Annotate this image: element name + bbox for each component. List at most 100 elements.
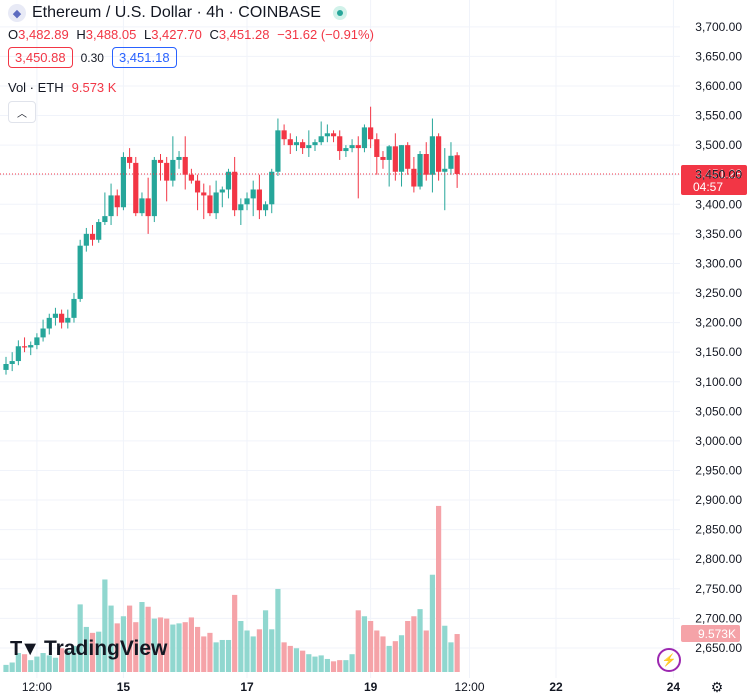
volume-bar (293, 648, 300, 672)
candle-body (145, 198, 151, 217)
volume-bar (52, 657, 59, 672)
candle-body (151, 159, 157, 217)
volume-bar (21, 654, 28, 672)
buy-price-button[interactable]: 3,451.18 (111, 47, 177, 68)
candle-body (28, 345, 34, 348)
volume-bar (374, 630, 380, 672)
bar-countdown-label: 04:57 (693, 180, 723, 194)
candle-body (244, 198, 250, 205)
candle-body (59, 313, 65, 323)
candle-body (330, 133, 337, 137)
change-value: −31.62 (−0.91%) (277, 27, 374, 42)
chevron-up-icon: ︿ (17, 108, 27, 120)
symbol-header[interactable]: ◆ Ethereum / U.S. Dollar · 4h · COINBASE (8, 4, 347, 22)
candle-body (454, 155, 460, 174)
volume-bar (188, 617, 194, 672)
volume-bar (28, 660, 34, 672)
candle-body (324, 133, 330, 137)
candle-body (157, 159, 164, 163)
ethereum-icon: ◆ (8, 4, 26, 22)
volume-bar (300, 650, 306, 672)
sell-price-button[interactable]: 3,450.88 (8, 47, 73, 68)
candle-body (188, 174, 194, 181)
candle-body (139, 198, 145, 214)
price-tick-label: 3,550.00 (695, 109, 742, 123)
price-tick-label: 3,400.00 (695, 197, 742, 211)
volume-bar (65, 650, 71, 672)
volume-bar (139, 602, 145, 672)
high-label: H (76, 27, 86, 42)
volume-bar (46, 655, 52, 672)
low-label: L (143, 27, 152, 42)
price-tick-label: 3,500.00 (695, 138, 742, 152)
candle-body (386, 146, 392, 160)
volume-bar (423, 630, 429, 672)
time-tick-label: 22 (549, 680, 563, 694)
volume-bar (448, 642, 454, 672)
price-tick-label: 2,800.00 (695, 552, 742, 566)
candle-body (21, 346, 28, 348)
candle-body (207, 195, 213, 214)
spread-value: 0.30 (80, 50, 104, 65)
volume-bar (71, 645, 77, 672)
candle-body (380, 156, 386, 160)
candle-body (96, 222, 102, 240)
last-price-tag (681, 164, 747, 195)
volume-bar (213, 642, 219, 672)
candle-body (411, 168, 417, 187)
volume-bar (59, 648, 65, 672)
candle-body (15, 346, 21, 362)
tradingview-mark-icon: T▼ (10, 637, 40, 660)
time-tick-label: 12:00 (22, 680, 52, 694)
price-axis: 3,700.00 3,650.00 3,600.00 3,550.00 3,500.00… (695, 20, 742, 655)
collapse-legend-button[interactable]: ︿ (8, 101, 36, 123)
volume-bar (256, 629, 262, 672)
price-tick-label: 2,850.00 (695, 523, 742, 537)
candle-body (83, 233, 89, 246)
volume-bar (349, 654, 355, 672)
volume-bar (201, 636, 207, 672)
volume-label: Vol · ETH (8, 80, 64, 95)
high-value: 3,488.05 (85, 27, 137, 42)
volume-bar (164, 618, 170, 672)
volume-bar (380, 636, 386, 672)
candle-body (102, 216, 108, 223)
volume-bar (9, 662, 15, 672)
time-tick-label: 15 (117, 680, 131, 694)
volume-bar (392, 641, 398, 672)
volume-bar (108, 605, 114, 672)
candle-body (225, 171, 232, 190)
price-tick-label: 3,600.00 (695, 79, 742, 93)
candle-body (398, 145, 405, 172)
candle-body (120, 156, 127, 208)
volume-bar (157, 617, 164, 672)
volume-bar (238, 620, 244, 672)
candle-body (40, 328, 46, 338)
volume-bar (15, 653, 21, 672)
candle-body (275, 130, 281, 172)
volume-bar (151, 618, 157, 672)
candle-body (361, 127, 368, 149)
volume-bar (120, 616, 127, 672)
volume-bar (262, 610, 269, 672)
volume-bar (145, 606, 151, 672)
settings-gear-icon[interactable]: ⚙ (710, 678, 724, 695)
candle-body (9, 361, 15, 365)
volume-bar (225, 639, 232, 672)
candle-body (349, 145, 355, 149)
candle-body (436, 136, 442, 172)
candle-body (250, 189, 256, 199)
candle-body (318, 136, 324, 143)
tradingview-logo[interactable]: T▼ TradingView (10, 637, 167, 661)
lightning-icon[interactable]: ⚡ (657, 648, 681, 672)
candle-body (337, 136, 343, 152)
volume-bar (318, 655, 324, 672)
volume-bar (275, 588, 281, 672)
volume-bar (355, 610, 361, 672)
price-tick-label: 3,150.00 (695, 345, 742, 359)
volume-legend[interactable]: Vol · ETH 9.573 K (8, 80, 116, 95)
candle-body (287, 139, 293, 146)
last-volume-label: 9.573K (698, 627, 736, 641)
